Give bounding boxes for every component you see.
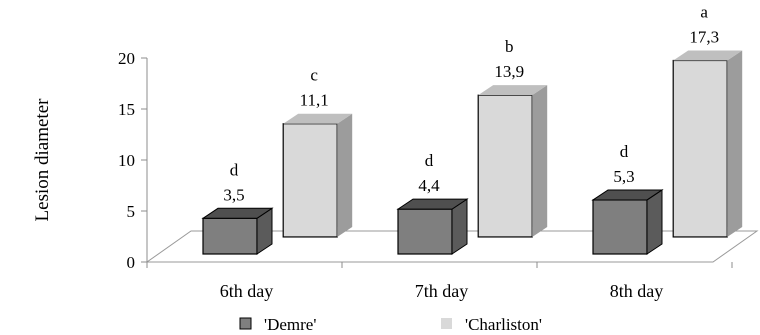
bar-side-face bbox=[727, 50, 743, 237]
y-axis: 0 5 10 15 20 bbox=[118, 49, 733, 272]
y-axis-label: Lesion diameter bbox=[32, 98, 53, 222]
bar bbox=[477, 85, 548, 238]
value-label: 17,3 bbox=[689, 27, 719, 46]
legend-label: 'Demre' bbox=[264, 315, 316, 334]
bar-front-face bbox=[672, 59, 728, 238]
bar bbox=[201, 207, 274, 255]
category-label: 7th day bbox=[415, 281, 469, 301]
significance-letter: d bbox=[425, 151, 434, 170]
bar-top-face bbox=[673, 50, 743, 61]
value-label: 13,9 bbox=[494, 62, 524, 81]
significance-letter: d bbox=[230, 160, 239, 179]
value-label: 5,3 bbox=[613, 167, 634, 186]
value-label: 4,4 bbox=[418, 176, 440, 195]
value-label: 3,5 bbox=[223, 185, 244, 204]
bar-top-face bbox=[591, 189, 664, 201]
legend-swatch bbox=[239, 317, 252, 330]
significance-letter: c bbox=[310, 66, 318, 85]
legend-item: 'Charliston' bbox=[441, 315, 542, 334]
bars bbox=[201, 50, 743, 255]
significance-letter: a bbox=[700, 2, 708, 21]
bar-front-face bbox=[282, 123, 338, 238]
legend-label: 'Charliston' bbox=[465, 315, 542, 334]
y-tick-label: 5 bbox=[127, 202, 136, 221]
bar bbox=[396, 198, 469, 255]
bar-front-face bbox=[477, 94, 533, 238]
bar-side-face bbox=[337, 113, 353, 237]
bar-front-face bbox=[202, 217, 258, 255]
bar-top-face bbox=[396, 198, 469, 210]
significance-letter: d bbox=[620, 142, 629, 161]
bar-top-face bbox=[201, 207, 274, 219]
y-tick-label: 15 bbox=[118, 100, 135, 119]
y-tick-label: 0 bbox=[127, 253, 136, 272]
y-tick-label: 10 bbox=[118, 151, 135, 170]
bar-front-face bbox=[397, 208, 453, 255]
bar bbox=[672, 50, 743, 238]
legend: 'Demre' 'Charliston' bbox=[239, 315, 542, 334]
data-labels: 6th day 7th day 8th day 3,5 d 4,4 d 5,3 d 11,1 c 13… bbox=[220, 2, 719, 301]
bar bbox=[282, 113, 353, 238]
bar-side-face bbox=[532, 85, 548, 237]
bar-side-face bbox=[646, 189, 663, 255]
significance-letter: b bbox=[505, 37, 514, 56]
legend-swatch bbox=[441, 318, 452, 329]
y-tick-label: 20 bbox=[118, 49, 135, 68]
legend-item: 'Demre' bbox=[239, 315, 316, 334]
bar bbox=[591, 189, 664, 255]
bar-front-face bbox=[592, 199, 648, 255]
value-label: 11,1 bbox=[300, 91, 329, 110]
bar-top-face bbox=[478, 85, 548, 96]
category-label: 6th day bbox=[220, 281, 274, 301]
category-label: 8th day bbox=[610, 281, 664, 301]
bar-top-face bbox=[283, 113, 353, 124]
